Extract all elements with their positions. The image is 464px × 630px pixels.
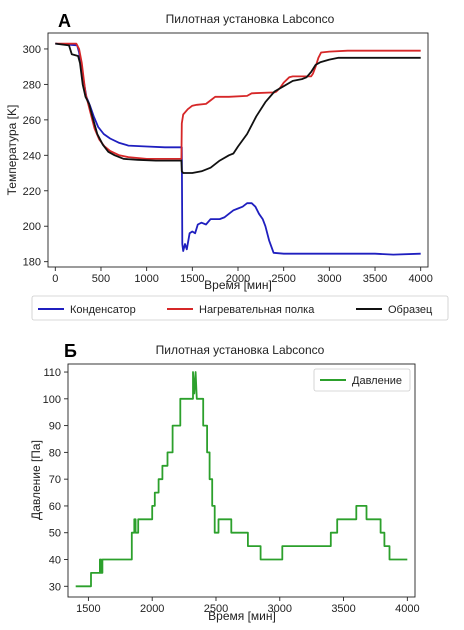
panel-a-x-axis: 0 500 1000 1500 2000 2500 3000 3500 4000: [52, 267, 433, 285]
panel-a-y-tick-label-300: 300: [23, 44, 41, 56]
panel-a-x-label: Время [мин]: [204, 278, 272, 292]
panel-a-legend: Конденсатор Нагревательная полка Образец: [31, 295, 449, 321]
panel-a-title: Пилотная установка Labconco: [166, 12, 335, 26]
panel-b-axes-frame: [67, 363, 416, 598]
panel-b-x-tick-label-2500: 2500: [204, 603, 228, 615]
panel-b-y-tick-label-70: 70: [49, 474, 61, 486]
panel-a-y-tick-label-180: 180: [23, 257, 41, 269]
legend-label-sample: Образец: [388, 304, 433, 316]
panel-b-y-tick-label-60: 60: [49, 501, 61, 513]
panel-b-y-tick-label-80: 80: [49, 447, 61, 459]
panel-a-x-tick-label-500: 500: [92, 273, 110, 285]
panel-b-x-tick-label-1500: 1500: [76, 603, 100, 615]
legend-label-heating-shelf: Нагревательная полка: [199, 304, 315, 316]
panel-b-y-label: Давление [Па]: [29, 440, 43, 520]
panel-a-x-tick-label-4000: 4000: [408, 273, 432, 285]
panel-a-y-axis: 180 200 220 240 260 280 300: [23, 44, 48, 269]
panel-a-y-tick-label-240: 240: [23, 150, 41, 162]
panel-b-letter: Б: [64, 341, 77, 361]
panel-b-x-tick-label-3500: 3500: [331, 603, 355, 615]
panel-b-x-label: Время [мин]: [208, 609, 276, 623]
panel-b-pressure-chart: Б Пилотная установка Labconco 30 40 50 60 70…: [29, 341, 420, 623]
panel-a-y-label: Температура [K]: [5, 105, 19, 196]
panel-b-y-axis: 30 40 50 60 70 80 90 100 110: [43, 367, 68, 593]
panel-a-series: [55, 42, 421, 256]
panel-b-y-tick-label-110: 110: [43, 367, 61, 379]
panel-a-x-tick-label-1500: 1500: [180, 273, 204, 285]
panel-b-y-tick-label-90: 90: [49, 421, 61, 433]
panel-a-y-tick-label-220: 220: [23, 186, 41, 198]
panel-a-y-tick-label-280: 280: [23, 79, 41, 91]
panel-b-y-tick-label-50: 50: [49, 528, 61, 540]
panel-a-temperature-chart: А Пилотная установка Labconco 180 200 220 2…: [5, 11, 449, 321]
panel-b-x-tick-label-3000: 3000: [268, 603, 292, 615]
panel-b-y-tick-label-40: 40: [49, 555, 61, 567]
panel-a-axes-frame: [47, 32, 429, 268]
panel-a-x-tick-label-3500: 3500: [363, 273, 387, 285]
panel-a-x-tick-label-0: 0: [52, 273, 58, 285]
panel-a-x-tick-label-3000: 3000: [317, 273, 341, 285]
panel-a-letter: А: [58, 11, 71, 31]
panel-b-y-tick-label-100: 100: [43, 394, 61, 406]
panel-a-x-tick-label-1000: 1000: [134, 273, 158, 285]
panel-b-x-tick-label-2000: 2000: [140, 603, 164, 615]
panel-b-series-line-pressure: [75, 371, 408, 588]
panel-a-x-tick-label-2500: 2500: [271, 273, 295, 285]
panel-b-x-tick-label-4000: 4000: [395, 603, 419, 615]
panel-a-x-tick-label-2000: 2000: [226, 273, 250, 285]
panel-b-y-tick-label-30: 30: [49, 581, 61, 593]
panel-b-legend-box: [313, 368, 411, 392]
legend-label-condenser: Конденсатор: [70, 304, 136, 316]
legend-label-pressure: Давление: [352, 375, 402, 387]
panel-b-series: [75, 371, 408, 588]
panel-a-legend-box: [31, 295, 449, 321]
panel-a-series-line-sample: [55, 42, 421, 174]
panel-b-title: Пилотная установка Labconco: [156, 343, 325, 357]
panel-b-legend: Давление: [313, 368, 411, 392]
panel-a-y-tick-label-260: 260: [23, 115, 41, 127]
panel-b-x-axis: 1500 2000 2500 3000 3500 4000: [76, 597, 420, 615]
panel-a-y-tick-label-200: 200: [23, 221, 41, 233]
panel-a-series-line-heating-shelf: [55, 42, 421, 160]
panel-a-series-line-condenser: [55, 42, 421, 256]
